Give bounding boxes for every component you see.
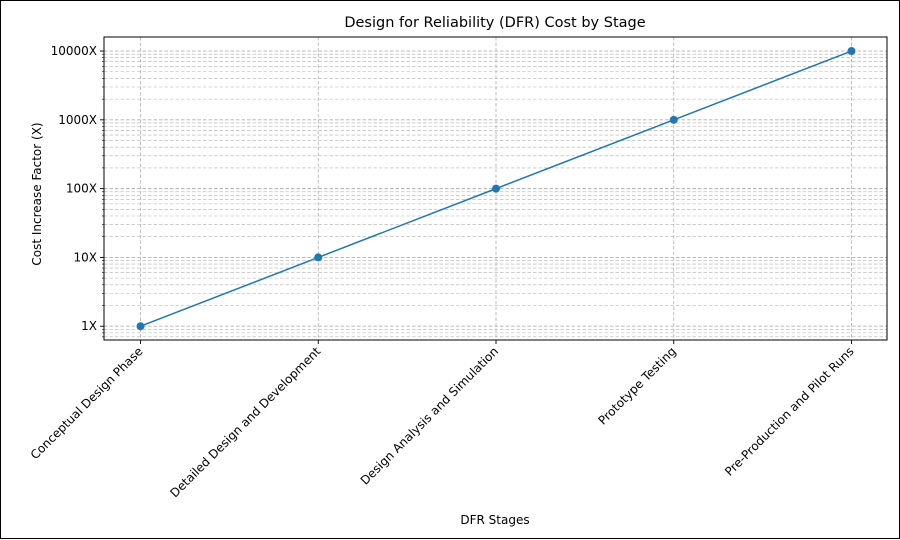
x-axis-title: DFR Stages xyxy=(460,513,529,527)
y-tick-label: 1X xyxy=(81,319,97,333)
x-tick-label: Design Analysis and Simulation xyxy=(358,344,501,487)
data-point xyxy=(314,253,323,262)
data-point xyxy=(669,115,678,124)
x-tick-label: Detailed Design and Development xyxy=(167,344,323,500)
y-axis-title: Cost Increase Factor (X) xyxy=(30,122,44,265)
y-tick-label: 10X xyxy=(74,250,98,264)
x-tick-label: Pre-Production and Pilot Runs xyxy=(722,344,857,479)
ticks: Conceptual Design Phase Detailed Design a… xyxy=(28,44,857,500)
data-point xyxy=(136,322,145,331)
x-tick-label: Conceptual Design Phase xyxy=(28,344,146,462)
data-point xyxy=(847,47,856,56)
y-tick-label: 100X xyxy=(66,182,97,196)
x-tick-label: Prototype Testing xyxy=(595,344,678,427)
y-tick-label: 10000X xyxy=(51,44,97,58)
chart-title: Design for Reliability (DFR) Cost by Sta… xyxy=(344,15,645,31)
data-point xyxy=(492,184,500,193)
series xyxy=(136,47,856,331)
y-tick-label: 1000X xyxy=(58,113,97,127)
